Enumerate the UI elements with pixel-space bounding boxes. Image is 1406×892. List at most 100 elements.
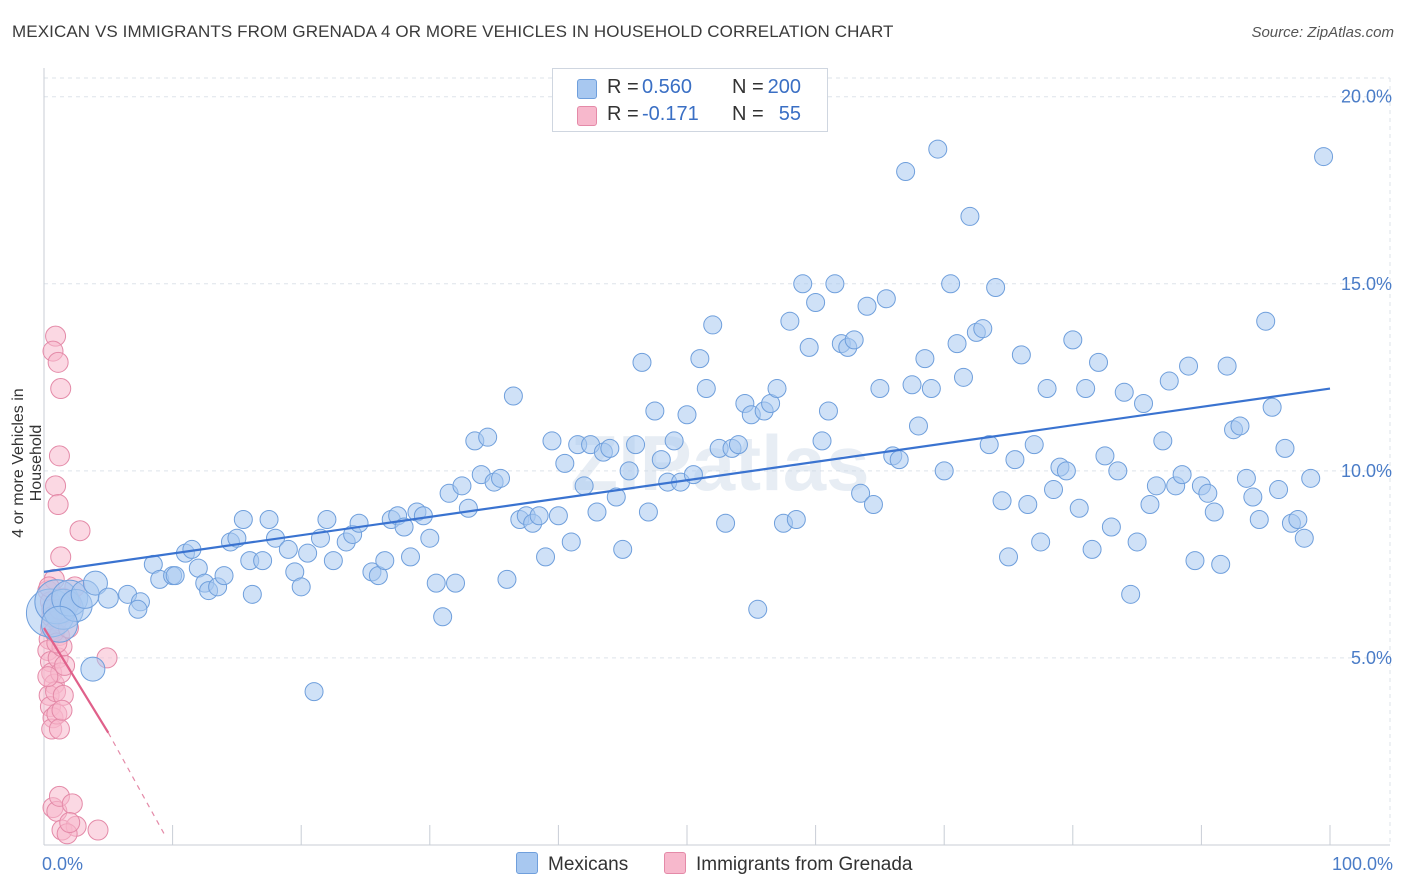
- mexicans-point: [915, 349, 935, 369]
- trend-line-mexicans: [43, 387, 1331, 573]
- legend-item-grenada[interactable]: Immigrants from Grenada: [664, 852, 912, 876]
- mexicans-point: [587, 502, 607, 522]
- mexicans-point: [1230, 416, 1250, 436]
- mexicans-point: [632, 352, 652, 372]
- mexicans-point: [851, 483, 871, 503]
- mexicans-point: [1204, 502, 1224, 522]
- mexicans-point: [1114, 382, 1134, 402]
- mexicans-point: [1159, 371, 1179, 391]
- mexicans-point: [214, 566, 234, 586]
- mexicans-point: [941, 274, 961, 294]
- mexicans-point: [902, 375, 922, 395]
- mexicans-point: [291, 577, 311, 597]
- grenada-point: [87, 819, 109, 841]
- mexicans-point: [613, 539, 633, 559]
- mexicans-point: [401, 547, 421, 567]
- mexicans-point: [1153, 431, 1173, 451]
- legend-n-value: 55: [778, 103, 801, 125]
- legend-r-value: -0.171: [642, 103, 699, 125]
- mexicans-point: [548, 506, 568, 526]
- mexicans-point: [1172, 465, 1192, 485]
- legend-swatch-grenada: [664, 852, 686, 874]
- mexicans-point: [561, 532, 581, 552]
- mexicans-point: [278, 539, 298, 559]
- mexicans-point: [806, 292, 826, 312]
- mexicans-point: [716, 513, 736, 533]
- mexicans-point: [1269, 480, 1289, 500]
- mexicans-point: [242, 584, 262, 604]
- x-tick-label: 0.0%: [42, 854, 83, 874]
- grenada-point: [47, 494, 69, 516]
- mexicans-point: [1056, 461, 1076, 481]
- trend-line-grenada: [43, 627, 110, 734]
- mexicans-point: [638, 502, 658, 522]
- mexicans-point: [1063, 330, 1083, 350]
- series-mexicans-points: [25, 139, 1334, 702]
- mexicans-point: [664, 431, 684, 451]
- y-tick-label: 20.0%: [1341, 87, 1392, 107]
- legend-swatch-mexicans: [516, 852, 538, 874]
- mexicans-point: [529, 506, 549, 526]
- grenada-point: [47, 351, 69, 373]
- mexicans-point: [1005, 450, 1025, 470]
- mexicans-point: [40, 605, 78, 643]
- mexicans-point: [690, 349, 710, 369]
- mexicans-point: [600, 438, 620, 458]
- mexicans-point: [619, 461, 639, 481]
- mexicans-point: [818, 401, 838, 421]
- mexicans-point: [908, 416, 928, 436]
- mexicans-point: [999, 547, 1018, 567]
- mexicans-point: [645, 401, 665, 421]
- mexicans-point: [799, 337, 819, 357]
- mexicans-point: [253, 551, 273, 571]
- x-tick-label: 100.0%: [1332, 854, 1393, 874]
- mexicans-point: [934, 461, 954, 481]
- mexicans-point: [889, 450, 909, 470]
- mexicans-point: [80, 656, 106, 682]
- mexicans-point: [446, 573, 466, 593]
- chart-title: MEXICAN VS IMMIGRANTS FROM GRENADA 4 OR …: [12, 22, 894, 41]
- mexicans-point: [233, 509, 253, 529]
- mexicans-point: [503, 386, 523, 406]
- mexicans-point: [863, 495, 883, 515]
- mexicans-point: [606, 487, 626, 507]
- mexicans-point: [555, 453, 575, 473]
- mexicans-point: [1262, 397, 1282, 417]
- legend-n-value: 200: [767, 76, 801, 98]
- mexicans-point: [1044, 480, 1064, 500]
- mexicans-point: [986, 278, 1006, 298]
- grenada-point: [50, 378, 72, 400]
- mexicans-point: [1294, 528, 1314, 548]
- mexicans-point: [349, 513, 369, 533]
- legend-r-label: R =: [607, 103, 639, 125]
- mexicans-point: [259, 509, 279, 529]
- mexicans-point: [304, 682, 324, 702]
- mexicans-point: [1146, 476, 1166, 496]
- y-tick-label: 5.0%: [1351, 648, 1392, 668]
- legend-label-grenada: Immigrants from Grenada: [696, 854, 913, 875]
- mexicans-point: [323, 551, 343, 571]
- grenada-point: [51, 699, 73, 721]
- mexicans-point: [375, 551, 395, 571]
- mexicans-point: [1127, 532, 1147, 552]
- mexicans-point: [1101, 517, 1121, 537]
- mexicans-point: [1108, 461, 1128, 481]
- mexicans-point: [165, 566, 185, 586]
- mexicans-point: [812, 431, 832, 451]
- legend-swatch-grenada: [577, 106, 597, 126]
- mexicans-point: [780, 311, 800, 331]
- mexicans-point: [928, 139, 948, 159]
- mexicans-point: [767, 379, 787, 399]
- mexicans-point: [728, 435, 748, 455]
- mexicans-point: [1256, 311, 1276, 331]
- trend-lines: [43, 387, 1331, 838]
- mexicans-point: [973, 319, 993, 339]
- mexicans-point: [870, 379, 890, 399]
- mexicans-point: [1076, 379, 1096, 399]
- legend-item-mexicans[interactable]: Mexicans: [516, 852, 628, 876]
- grenada-point: [37, 666, 59, 688]
- mexicans-point: [1082, 539, 1102, 559]
- mexicans-point: [128, 599, 148, 619]
- mexicans-point: [1018, 495, 1038, 515]
